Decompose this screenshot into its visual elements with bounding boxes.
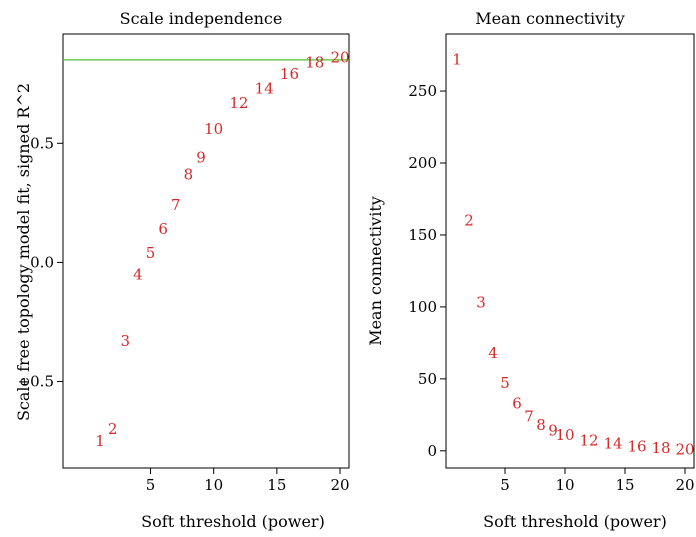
y-tick-label: 250: [408, 82, 437, 100]
x-tick-label: 15: [615, 476, 634, 494]
data-point-label: 12: [579, 432, 598, 450]
y-tick-label: 50: [418, 370, 437, 388]
data-point-label: 18: [305, 53, 324, 71]
y-tick-label: 100: [408, 298, 437, 316]
data-point-label: 20: [675, 440, 694, 458]
data-point-label: 4: [133, 265, 143, 283]
chart-title: Scale independence: [120, 9, 283, 28]
data-point-label: 16: [627, 437, 646, 455]
x-axis-label: Soft threshold (power): [141, 512, 325, 531]
data-point-label: 6: [158, 220, 168, 238]
data-point-label: 8: [184, 165, 194, 183]
y-axis: 0 50 100 150 200 250: [408, 82, 446, 460]
y-axis-label: Mean connectivity: [366, 196, 385, 346]
x-tick-label: 10: [204, 476, 223, 494]
data-point-label: 3: [120, 332, 130, 350]
data-point-label: 2: [108, 420, 118, 438]
x-tick-label: 20: [675, 476, 694, 494]
x-axis: 5 10 15 20: [500, 468, 695, 494]
x-tick-label: 5: [146, 476, 156, 494]
data-point-label: 7: [524, 407, 534, 425]
data-point-label: 7: [171, 196, 181, 214]
data-point-label: 18: [651, 439, 670, 457]
data-point-label: 8: [536, 416, 546, 434]
y-tick-label: 0: [427, 442, 437, 460]
data-point-label: 6: [512, 394, 522, 412]
data-point-label: 14: [603, 435, 622, 453]
data-point-label: 4: [488, 344, 498, 362]
data-point-label: 14: [255, 80, 274, 98]
y-tick-label: 150: [408, 226, 437, 244]
data-point-label: 2: [464, 212, 474, 230]
data-point-label: 10: [204, 120, 223, 138]
x-tick-label: 5: [500, 476, 510, 494]
data-point-label: 9: [548, 422, 558, 440]
y-tick-label: 0.0: [30, 253, 54, 271]
panel-scale-independence: Scale independence 5 10 15 20 −0.50.00.5 12…: [14, 9, 350, 531]
plot-frame: [62, 33, 350, 469]
data-point-label: 5: [500, 374, 510, 392]
data-point-label: 16: [280, 65, 299, 83]
x-tick-label: 20: [330, 476, 349, 494]
chart-title: Mean connectivity: [475, 9, 625, 28]
x-axis: 5 10 15 20: [146, 468, 350, 494]
y-axis-label: Scale free topology model fit, signed R^…: [14, 83, 33, 421]
data-point-label: 12: [229, 94, 248, 112]
data-point-label: 5: [146, 244, 156, 262]
y-tick-label: −0.5: [18, 373, 54, 391]
data-point-label: 20: [330, 49, 349, 67]
x-tick-label: 15: [267, 476, 286, 494]
data-point-label: 3: [476, 294, 486, 312]
data-point-label: 10: [555, 426, 574, 444]
x-axis-label: Soft threshold (power): [483, 512, 667, 531]
plot-frame: [445, 33, 695, 469]
data-point-label: 1: [452, 50, 462, 68]
y-tick-label: 200: [408, 154, 437, 172]
y-axis: −0.5 0.0 0.5: [18, 134, 63, 391]
x-tick-label: 10: [555, 476, 574, 494]
data-point-label: 9: [196, 149, 206, 167]
panel-mean-connectivity: Mean connectivity 5 10 15 20 05010015020025…: [366, 9, 695, 531]
y-tick-label: 0.5: [30, 134, 54, 152]
data-point-label: 1: [95, 432, 105, 450]
